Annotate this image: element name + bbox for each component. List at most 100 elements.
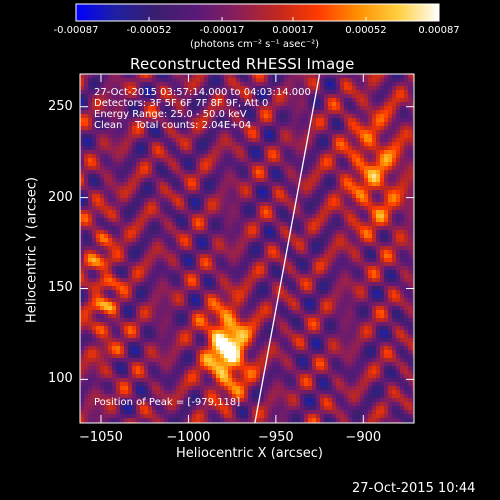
heatmap-cell — [120, 110, 124, 114]
heatmap-cell — [360, 282, 364, 286]
heatmap-cell — [388, 298, 392, 302]
heatmap-cell — [220, 122, 224, 126]
heatmap-cell — [208, 162, 212, 166]
heatmap-cell — [168, 250, 172, 254]
heatmap-cell — [208, 230, 212, 234]
heatmap-cell — [228, 302, 232, 306]
heatmap-cell — [328, 250, 332, 254]
heatmap-cell — [212, 74, 216, 78]
heatmap-cell — [252, 74, 256, 78]
heatmap-cell — [276, 238, 280, 242]
heatmap-cell — [148, 74, 152, 78]
heatmap-cell — [168, 110, 172, 114]
heatmap-cell — [156, 206, 160, 210]
heatmap-cell — [372, 230, 376, 234]
heatmap-cell — [176, 294, 180, 298]
heatmap-cell — [400, 142, 404, 146]
heatmap-cell — [152, 298, 156, 302]
heatmap-cell — [408, 114, 412, 118]
heatmap-cell — [324, 286, 328, 290]
heatmap-cell — [388, 194, 392, 198]
heatmap-cell — [100, 266, 104, 270]
heatmap-cell — [124, 190, 128, 194]
heatmap-cell — [400, 98, 404, 102]
heatmap-cell — [388, 158, 392, 162]
heatmap-cell — [196, 262, 200, 266]
heatmap-cell — [312, 74, 316, 78]
heatmap-cell — [100, 222, 104, 226]
heatmap-cell — [292, 302, 296, 306]
heatmap-cell — [324, 298, 328, 302]
heatmap-cell — [348, 254, 352, 258]
heatmap-cell — [92, 94, 96, 98]
heatmap-cell — [392, 166, 396, 170]
heatmap-cell — [220, 82, 224, 86]
heatmap-cell — [380, 242, 384, 246]
heatmap-cell — [412, 242, 414, 246]
heatmap-cell — [352, 106, 356, 110]
heatmap-cell — [336, 210, 340, 214]
heatmap-cell — [180, 166, 184, 170]
heatmap-cell — [272, 86, 276, 90]
heatmap-cell — [356, 146, 360, 150]
heatmap-cell — [368, 158, 372, 162]
heatmap-cell — [360, 222, 364, 226]
heatmap-cell — [264, 78, 268, 82]
heatmap-cell — [344, 138, 348, 142]
heatmap-cell — [176, 250, 180, 254]
heatmap-cell — [84, 258, 88, 262]
heatmap-cell — [248, 246, 252, 250]
heatmap-cell — [268, 286, 272, 290]
heatmap-cell — [220, 250, 224, 254]
heatmap-cell — [84, 266, 88, 270]
heatmap-cell — [392, 106, 396, 110]
heatmap-cell — [136, 174, 140, 178]
heatmap-cell — [152, 222, 156, 226]
heatmap-cell — [200, 134, 204, 138]
heatmap-cell — [332, 114, 336, 118]
heatmap-cell — [280, 174, 284, 178]
heatmap-cell — [240, 78, 244, 82]
heatmap-cell — [236, 146, 240, 150]
heatmap-cell — [340, 162, 344, 166]
heatmap-cell — [236, 190, 240, 194]
heatmap-cell — [336, 306, 340, 310]
heatmap-cell — [172, 90, 176, 94]
heatmap-cell — [232, 182, 236, 186]
heatmap-cell — [184, 210, 188, 214]
heatmap-cell — [372, 82, 376, 86]
heatmap-cell — [100, 166, 104, 170]
heatmap-cell — [372, 198, 376, 202]
heatmap-cell — [320, 138, 324, 142]
heatmap-cell — [140, 266, 144, 270]
heatmap-cell — [88, 286, 92, 290]
heatmap-cell — [328, 286, 332, 290]
heatmap-cell — [224, 86, 228, 90]
heatmap-cell — [104, 234, 108, 238]
heatmap-cell — [224, 94, 228, 98]
heatmap-cell — [164, 74, 168, 78]
heatmap-cell — [364, 274, 368, 278]
heatmap-cell — [160, 218, 164, 222]
heatmap-cell — [240, 202, 244, 206]
heatmap-cell — [340, 274, 344, 278]
heatmap-cell — [248, 242, 252, 246]
heatmap-cell — [212, 270, 216, 274]
heatmap-cell — [108, 110, 112, 114]
heatmap-cell — [240, 290, 244, 294]
heatmap-cell — [164, 286, 168, 290]
heatmap-cell — [256, 138, 260, 142]
heatmap-cell — [228, 94, 232, 98]
heatmap-cell — [104, 110, 108, 114]
heatmap-cell — [352, 178, 356, 182]
heatmap-cell — [180, 226, 184, 230]
heatmap-cell — [232, 270, 236, 274]
heatmap-cell — [120, 186, 124, 190]
heatmap-cell — [208, 78, 212, 82]
heatmap-cell — [88, 186, 92, 190]
heatmap-cell — [300, 210, 304, 214]
heatmap-cell — [128, 282, 132, 286]
heatmap-cell — [204, 94, 208, 98]
heatmap-cell — [252, 274, 256, 278]
heatmap-cell — [308, 178, 312, 182]
